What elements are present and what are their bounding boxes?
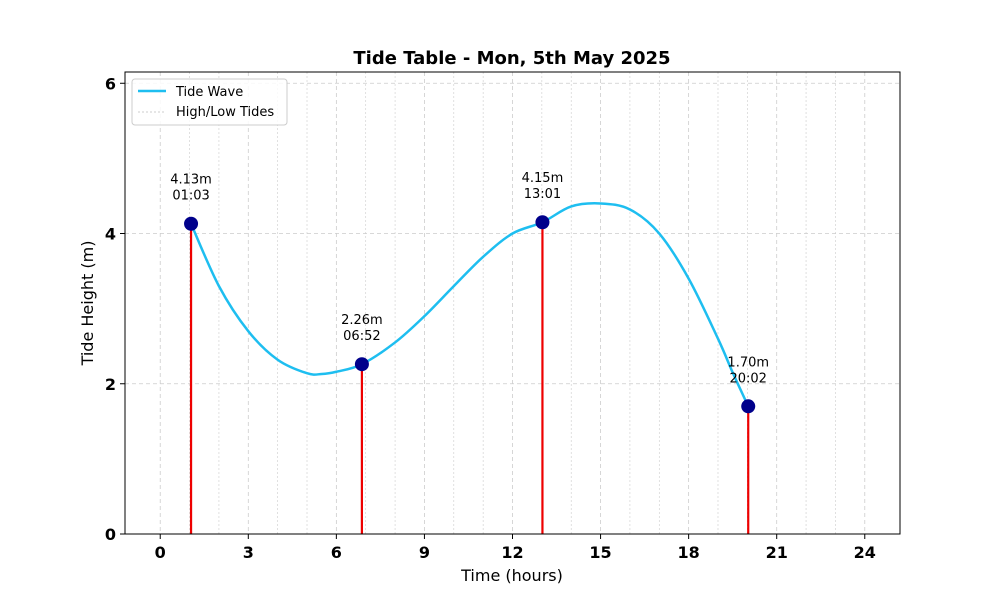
tide-marker [354, 357, 369, 372]
tide-markers [184, 215, 756, 414]
tide-time-label: 06:52 [343, 329, 380, 344]
tide-height-label: 4.13m [170, 173, 212, 188]
x-tick-label: 9 [419, 543, 430, 562]
x-axis-label: Time (hours) [460, 566, 563, 585]
chart-title: Tide Table - Mon, 5th May 2025 [353, 48, 670, 69]
tide-time-label: 01:03 [172, 189, 209, 204]
tide-height-label: 1.70m [727, 355, 769, 370]
x-tick-label: 21 [766, 543, 788, 562]
tide-marker [535, 215, 550, 230]
y-axis-ticks: 0 2 4 6 [105, 74, 125, 544]
x-tick-label: 15 [589, 543, 611, 562]
x-tick-label: 3 [243, 543, 254, 562]
legend: Tide Wave High/Low Tides [131, 78, 288, 126]
tide-marker [741, 399, 756, 414]
legend-box [131, 78, 288, 126]
tide-marker [184, 216, 199, 231]
legend-wave-label: Tide Wave [175, 85, 243, 100]
x-tick-label: 0 [155, 543, 166, 562]
x-tick-label: 6 [331, 543, 342, 562]
y-axis-label: Tide Height (m) [78, 241, 97, 367]
tide-time-label: 20:02 [729, 371, 766, 386]
y-tick-label: 0 [105, 525, 116, 544]
tide-height-label: 4.15m [522, 171, 564, 186]
x-tick-label: 18 [678, 543, 700, 562]
y-tick-label: 6 [105, 74, 116, 93]
tide-wave-line [189, 202, 750, 407]
tide-height-label: 2.26m [341, 313, 383, 328]
grid-lines [125, 72, 900, 535]
x-axis-ticks: 0 3 6 9 12 15 18 21 24 [155, 534, 876, 562]
tide-time-label: 13:01 [524, 187, 561, 202]
y-tick-label: 4 [105, 225, 116, 244]
x-tick-label: 12 [501, 543, 523, 562]
x-tick-label: 24 [854, 543, 876, 562]
tide-stems [189, 222, 750, 534]
legend-tides-label: High/Low Tides [176, 105, 274, 120]
y-tick-label: 2 [105, 375, 116, 394]
